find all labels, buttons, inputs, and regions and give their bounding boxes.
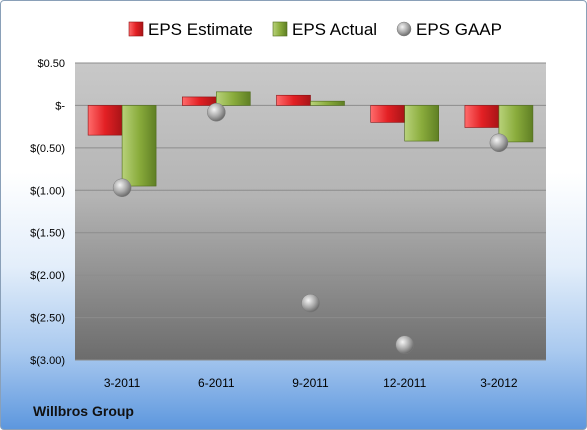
eps-actual-bar: [216, 91, 251, 106]
eps-gaap-marker: [112, 178, 132, 197]
eps-gaap-marker: [301, 293, 320, 313]
y-tick-label: $-: [55, 100, 65, 112]
legend: EPS Estimate EPS Actual EPS GAAP: [128, 20, 502, 39]
y-tick-label: $(2.00): [30, 270, 65, 282]
legend-gaap-swatch: [396, 21, 412, 37]
company-name: Willbros Group: [33, 403, 134, 419]
eps-gaap-marker: [489, 133, 509, 153]
eps-actual-bar: [310, 100, 345, 106]
gaap-markers: [112, 102, 509, 354]
y-tick-label: $(1.50): [30, 228, 65, 240]
x-category-label: 6-2011: [198, 376, 235, 390]
legend-actual-swatch: [272, 21, 288, 37]
eps-estimate-bar: [276, 94, 311, 106]
y-tick-label: $(2.50): [30, 313, 65, 325]
eps-estimate-bar: [182, 96, 217, 106]
eps-gaap-marker: [207, 102, 226, 122]
legend-label: EPS GAAP: [416, 20, 502, 39]
legend-label: EPS Actual: [292, 20, 377, 39]
y-tick-label: $0.50: [37, 58, 65, 70]
legend-label: EPS Estimate: [148, 20, 253, 39]
x-category-label: 9-2011: [292, 376, 329, 390]
eps-actual-bar: [404, 105, 440, 142]
eps-actual-bar: [121, 105, 157, 187]
eps-estimate-bar: [87, 105, 123, 136]
eps-estimate-bar: [464, 105, 500, 128]
eps-gaap-marker: [395, 335, 414, 354]
x-category-label: 12-2011: [383, 376, 426, 390]
legend-estimate-swatch: [128, 21, 144, 37]
x-category-label: 3-2011: [104, 376, 141, 390]
eps-estimate-bar: [370, 105, 406, 123]
x-category-label: 3-2012: [480, 376, 518, 390]
y-tick-label: $(3.00): [30, 355, 65, 367]
y-axis: $0.50 $- $(0.50) $(1.00) $(1.50) $(2.00) $(2.5…: [30, 58, 65, 367]
x-axis: 3-2011 6-2011 9-2011 12-2011 3-2012: [104, 376, 518, 390]
y-tick-label: $(1.00): [30, 185, 65, 197]
y-tick-label: $(0.50): [30, 143, 65, 155]
